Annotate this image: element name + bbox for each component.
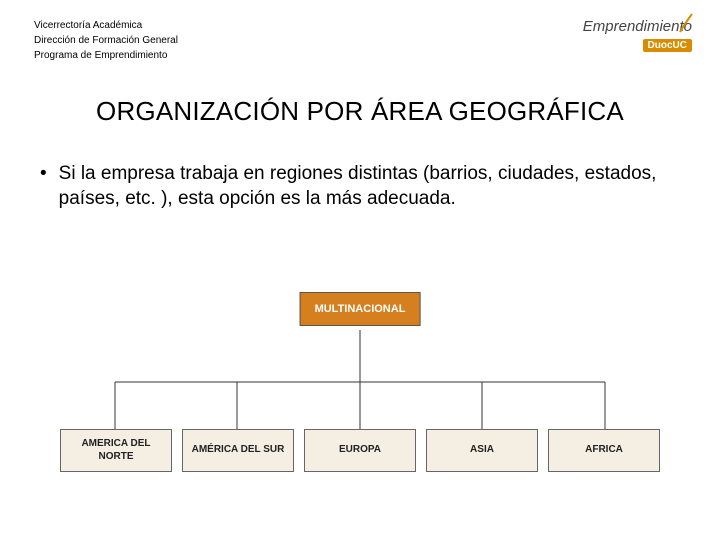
slide-title: ORGANIZACIÓN POR ÁREA GEOGRÁFICA (0, 96, 720, 127)
bullet-marker: • (40, 162, 47, 211)
header-line3: Programa de Emprendimiento (34, 48, 178, 63)
org-child-node: AMERICA DEL NORTE (60, 429, 172, 472)
brand-logo: Emprendimiento DuocUC (583, 18, 692, 53)
org-children-row: AMERICA DEL NORTEAMÉRICA DEL SUREUROPAAS… (60, 429, 660, 472)
org-child-node: AMÉRICA DEL SUR (182, 429, 294, 472)
logo-main-text: Emprendimiento (583, 18, 692, 35)
org-root-node: MULTINACIONAL (300, 292, 421, 326)
arrow-up-icon (676, 10, 698, 34)
header-line1: Vicerrectoría Académica (34, 18, 178, 33)
org-chart: MULTINACIONAL AMERICA DEL NORTEAMÉRICA D… (60, 292, 660, 472)
bullet-item: • Si la empresa trabaja en regiones dist… (40, 162, 680, 211)
org-child-node: EUROPA (304, 429, 416, 472)
logo-sub-badge: DuocUC (643, 39, 692, 52)
header-line2: Dirección de Formación General (34, 33, 178, 48)
bullet-text: Si la empresa trabaja en regiones distin… (59, 162, 680, 211)
header-meta: Vicerrectoría Académica Dirección de For… (34, 18, 178, 63)
org-child-node: ASIA (426, 429, 538, 472)
org-child-node: AFRICA (548, 429, 660, 472)
